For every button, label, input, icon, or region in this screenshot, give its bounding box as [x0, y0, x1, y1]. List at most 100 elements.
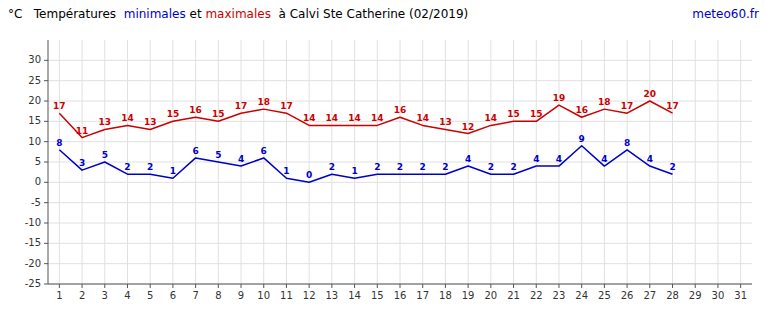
x-tick-label: 7 — [192, 290, 198, 301]
title-part: °C Températures — [8, 7, 124, 21]
data-label: 13 — [144, 117, 157, 127]
x-tick — [740, 284, 741, 288]
x-grid-line — [59, 40, 60, 284]
x-tick — [695, 284, 696, 288]
data-label: 19 — [553, 93, 566, 103]
data-label: 8 — [624, 138, 630, 148]
x-tick — [195, 284, 196, 288]
x-tick — [331, 284, 332, 288]
x-tick — [354, 284, 355, 288]
x-tick — [468, 284, 469, 288]
x-tick-label: 2 — [79, 290, 85, 301]
data-label: 17 — [666, 101, 679, 111]
y-tick-label: -15 — [25, 237, 41, 248]
y-tick-label: -25 — [25, 278, 41, 289]
x-tick-label: 1 — [56, 290, 62, 301]
y-tick-label: 10 — [28, 136, 41, 147]
y-tick-label: 30 — [28, 54, 41, 65]
data-label: 13 — [99, 117, 112, 127]
data-label: 14 — [371, 113, 384, 123]
data-label: 4 — [533, 154, 539, 164]
x-tick — [286, 284, 287, 288]
x-tick — [400, 284, 401, 288]
y-tick — [44, 162, 48, 163]
x-grid-line — [740, 40, 741, 284]
plot-area — [59, 101, 672, 182]
y-tick — [44, 202, 48, 203]
x-tick — [490, 284, 491, 288]
data-label: 14 — [121, 113, 134, 123]
x-tick-label: 16 — [394, 290, 407, 301]
data-label: 2 — [510, 162, 516, 172]
y-tick — [44, 223, 48, 224]
title: °C Températures minimales et maximales à… — [8, 7, 468, 21]
x-tick — [445, 284, 446, 288]
x-tick-label: 10 — [257, 290, 270, 301]
y-tick-label: 0 — [35, 176, 41, 187]
y-tick — [44, 141, 48, 142]
title-part: maximales — [205, 7, 271, 21]
x-grid-line — [172, 40, 173, 284]
data-labels: 1711131413151615171817141414141614131214… — [53, 89, 679, 180]
x-tick-label: 19 — [462, 290, 475, 301]
y-tick-label: -20 — [25, 258, 41, 269]
data-label: 2 — [147, 162, 153, 172]
x-tick-label: 13 — [326, 290, 339, 301]
x-tick — [536, 284, 537, 288]
x-tick-label: 22 — [530, 290, 543, 301]
data-label: 2 — [124, 162, 130, 172]
x-grid-line — [581, 40, 582, 284]
x-grid-line — [286, 40, 287, 284]
x-grid-line — [309, 40, 310, 284]
x-tick — [604, 284, 605, 288]
x-tick-label: 28 — [666, 290, 679, 301]
x-tick — [263, 284, 264, 288]
x-tick-label: 25 — [598, 290, 611, 301]
data-label: 2 — [488, 162, 494, 172]
data-label: 14 — [303, 113, 316, 123]
x-tick-label: 3 — [102, 290, 108, 301]
x-tick — [127, 284, 128, 288]
x-tick — [422, 284, 423, 288]
x-tick-label: 17 — [416, 290, 429, 301]
data-label: 14 — [348, 113, 361, 123]
y-tick-label: 20 — [28, 95, 41, 106]
data-label: 14 — [485, 113, 498, 123]
x-tick — [649, 284, 650, 288]
x-tick-label: 4 — [124, 290, 130, 301]
data-label: 6 — [192, 146, 198, 156]
x-tick-label: 5 — [147, 290, 153, 301]
data-label: 5 — [102, 150, 108, 160]
data-label: 15 — [212, 109, 225, 119]
title-part: à Calvi Ste Catherine (02/2019) — [271, 7, 468, 21]
data-label: 15 — [530, 109, 543, 119]
data-label: 4 — [556, 154, 562, 164]
axes: -25-20-15-10-505101520253012345678910111… — [25, 40, 752, 301]
x-tick — [513, 284, 514, 288]
data-label: 2 — [669, 162, 675, 172]
data-label: 12 — [462, 122, 475, 132]
data-label: 11 — [76, 126, 89, 136]
data-label: 17 — [621, 101, 634, 111]
data-label: 20 — [644, 89, 657, 99]
x-tick — [59, 284, 60, 288]
watermark: meteo60.fr — [692, 7, 759, 21]
y-tick-label: -10 — [25, 217, 41, 228]
x-tick-label: 12 — [303, 290, 316, 301]
y-tick-label: -5 — [31, 197, 41, 208]
x-tick — [672, 284, 673, 288]
x-tick-label: 30 — [712, 290, 725, 301]
y-grid-line — [48, 284, 752, 285]
y-tick-label: 15 — [28, 115, 41, 126]
y-tick — [44, 60, 48, 61]
data-label: 6 — [261, 146, 267, 156]
x-tick — [218, 284, 219, 288]
x-tick-label: 26 — [621, 290, 634, 301]
data-label: 1 — [351, 166, 357, 176]
data-label: 2 — [374, 162, 380, 172]
data-label: 2 — [420, 162, 426, 172]
data-label: 2 — [329, 162, 335, 172]
x-tick — [241, 284, 242, 288]
x-tick-label: 15 — [371, 290, 384, 301]
x-tick — [150, 284, 151, 288]
